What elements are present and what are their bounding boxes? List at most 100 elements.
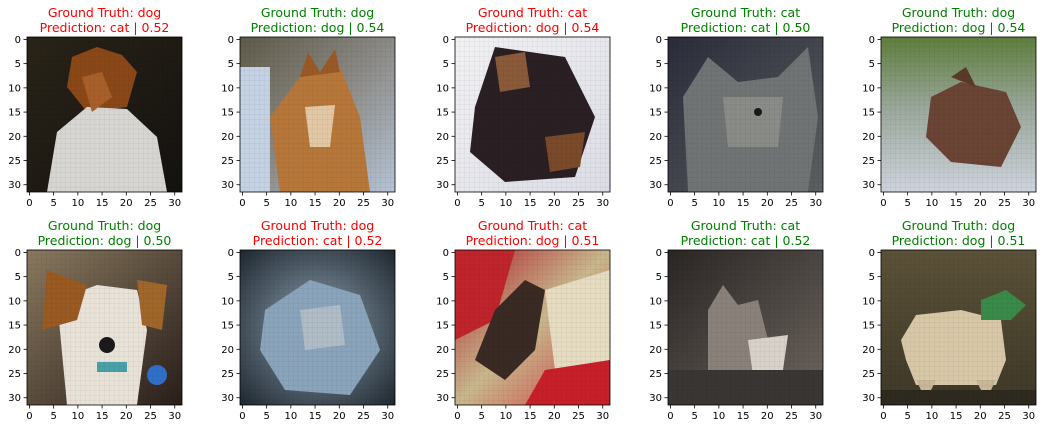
y-tick-label: 30 xyxy=(862,180,875,191)
y-tick-label: 10 xyxy=(649,296,662,307)
y-tick-label: 15 xyxy=(436,108,449,119)
y-tick-label: 20 xyxy=(8,132,21,143)
x-tick-label: 30 xyxy=(168,411,181,422)
y-tick-label: 25 xyxy=(649,369,662,380)
prediction-label: Prediction: cat | 0.52 xyxy=(253,233,383,248)
y-tick-label: 0 xyxy=(869,248,875,259)
x-tick-label: 30 xyxy=(168,198,181,209)
prediction-label: Prediction: cat | 0.52 xyxy=(40,20,170,35)
x-tick-label: 10 xyxy=(71,411,84,422)
y-tick-label: 25 xyxy=(862,369,875,380)
y-tick-label: 15 xyxy=(436,321,449,332)
y-tick-label: 20 xyxy=(649,132,662,143)
y-tick-label: 15 xyxy=(649,321,662,332)
x-tick-label: 20 xyxy=(548,198,561,209)
y-tick-label: 5 xyxy=(15,59,21,70)
y-tick-label: 20 xyxy=(221,132,234,143)
y-tick-label: 25 xyxy=(649,156,662,167)
x-tick-label: 30 xyxy=(809,411,822,422)
ground-truth-label: Ground Truth: dog xyxy=(902,218,1015,233)
y-tick-label: 25 xyxy=(436,369,449,380)
y-tick-label: 15 xyxy=(8,321,21,332)
y-tick-label: 30 xyxy=(8,180,21,191)
x-tick-label: 0 xyxy=(26,198,32,209)
x-tick-label: 15 xyxy=(309,198,322,209)
sample-image xyxy=(668,37,823,192)
x-tick-label: 10 xyxy=(925,411,938,422)
y-tick-label: 10 xyxy=(436,83,449,94)
x-tick-label: 10 xyxy=(499,198,512,209)
x-tick-label: 10 xyxy=(284,198,297,209)
y-tick-label: 10 xyxy=(862,83,875,94)
y-tick-label: 30 xyxy=(649,393,662,404)
prediction-label: Prediction: dog | 0.51 xyxy=(466,233,600,248)
x-tick-label: 30 xyxy=(381,411,394,422)
y-tick-label: 10 xyxy=(8,296,21,307)
y-tick-label: 5 xyxy=(869,272,875,283)
x-tick-label: 25 xyxy=(144,411,157,422)
ground-truth-label: Ground Truth: cat xyxy=(478,5,587,20)
y-tick-label: 5 xyxy=(656,59,662,70)
x-tick-label: 5 xyxy=(691,198,697,209)
y-tick-label: 20 xyxy=(862,345,875,356)
x-tick-label: 30 xyxy=(1022,198,1035,209)
x-tick-label: 5 xyxy=(478,198,484,209)
prediction-label: Prediction: dog | 0.54 xyxy=(892,20,1026,35)
y-tick-label: 30 xyxy=(221,393,234,404)
ground-truth-label: Ground Truth: dog xyxy=(902,5,1015,20)
y-tick-label: 25 xyxy=(221,369,234,380)
x-tick-label: 10 xyxy=(712,198,725,209)
x-tick-label: 25 xyxy=(572,198,585,209)
y-tick-label: 10 xyxy=(221,83,234,94)
y-tick-label: 10 xyxy=(436,296,449,307)
sample-image xyxy=(240,250,395,405)
prediction-label: Prediction: dog | 0.54 xyxy=(251,20,385,35)
x-tick-label: 20 xyxy=(974,411,987,422)
x-tick-label: 5 xyxy=(263,198,269,209)
y-tick-label: 0 xyxy=(228,35,234,46)
y-tick-label: 25 xyxy=(862,156,875,167)
x-tick-label: 20 xyxy=(333,198,346,209)
x-tick-label: 30 xyxy=(809,198,822,209)
x-tick-label: 5 xyxy=(50,411,56,422)
y-tick-label: 5 xyxy=(15,272,21,283)
x-tick-label: 0 xyxy=(667,198,673,209)
axes-frame xyxy=(26,249,183,406)
y-tick-label: 15 xyxy=(649,108,662,119)
x-tick-label: 25 xyxy=(998,411,1011,422)
x-tick-label: 25 xyxy=(144,198,157,209)
x-tick-label: 10 xyxy=(925,198,938,209)
x-tick-label: 15 xyxy=(524,411,537,422)
x-tick-label: 5 xyxy=(691,411,697,422)
axes-frame xyxy=(880,36,1037,193)
x-tick-label: 20 xyxy=(333,411,346,422)
y-tick-label: 0 xyxy=(443,248,449,259)
x-tick-label: 0 xyxy=(26,411,32,422)
x-tick-label: 20 xyxy=(761,411,774,422)
y-tick-label: 0 xyxy=(15,35,21,46)
prediction-label: Prediction: dog | 0.54 xyxy=(466,20,600,35)
axes-frame xyxy=(667,36,824,193)
y-tick-label: 15 xyxy=(221,108,234,119)
y-tick-label: 25 xyxy=(8,369,21,380)
prediction-label: Prediction: dog | 0.51 xyxy=(892,233,1026,248)
y-tick-label: 20 xyxy=(221,345,234,356)
x-tick-label: 25 xyxy=(785,198,798,209)
ground-truth-label: Ground Truth: cat xyxy=(691,5,800,20)
x-tick-label: 25 xyxy=(785,411,798,422)
x-tick-label: 5 xyxy=(263,411,269,422)
sample-image xyxy=(881,250,1036,405)
x-tick-label: 10 xyxy=(284,411,297,422)
axes-frame xyxy=(239,36,396,193)
x-tick-label: 25 xyxy=(357,198,370,209)
y-tick-label: 10 xyxy=(8,83,21,94)
prediction-label: Prediction: dog | 0.50 xyxy=(38,233,172,248)
x-tick-label: 25 xyxy=(998,198,1011,209)
y-tick-label: 5 xyxy=(443,59,449,70)
